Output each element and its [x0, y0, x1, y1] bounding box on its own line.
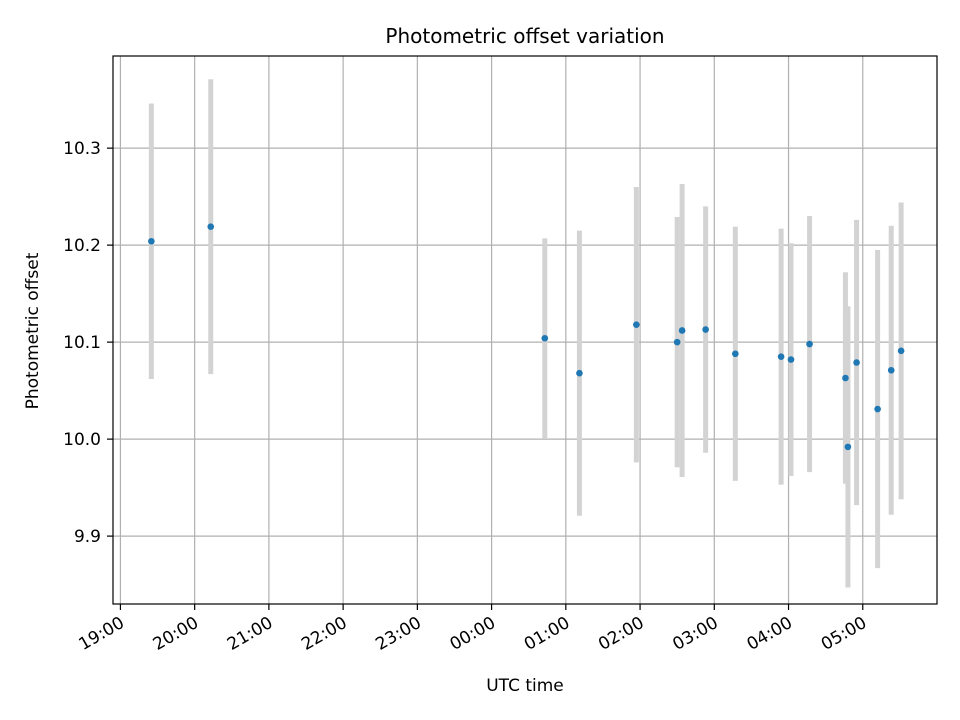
x-tick-label: 21:00	[224, 613, 276, 655]
data-point	[897, 347, 905, 355]
data-point	[702, 326, 709, 333]
data-point	[207, 223, 215, 231]
x-tick-label: 00:00	[447, 613, 499, 655]
y-axis-label: Photometric offset	[23, 252, 43, 409]
y-tick-label: 10.0	[63, 430, 101, 450]
x-axis: 19:00 20:00 21:00 22:00 23:00 00:00 01:00 02:00…	[75, 604, 870, 655]
x-tick-label: 01:00	[521, 613, 573, 655]
x-tick-label: 22:00	[298, 613, 350, 655]
data-point	[853, 359, 860, 366]
x-tick-label: 05:00	[818, 613, 870, 655]
plot-frame	[112, 55, 938, 605]
data-point	[678, 327, 686, 334]
x-tick-label: 02:00	[595, 613, 647, 655]
data-point	[633, 321, 640, 328]
x-tick-label: 03:00	[669, 613, 721, 655]
x-tick-label: 20:00	[150, 613, 202, 655]
chart-title: Photometric offset variation	[385, 24, 664, 48]
grid	[113, 56, 937, 604]
x-axis-label: UTC time	[486, 676, 564, 696]
y-tick-label: 9.9	[74, 527, 101, 547]
data-point	[874, 405, 881, 413]
x-tick-label: 23:00	[372, 613, 424, 655]
data-point	[787, 356, 795, 363]
y-tick-label: 10.2	[63, 236, 101, 256]
data-point	[777, 353, 785, 360]
data-point	[842, 374, 849, 382]
data-point	[541, 334, 549, 342]
plot-area	[113, 56, 937, 604]
data-points	[148, 223, 905, 451]
data-point	[806, 340, 813, 348]
y-tick-label: 10.3	[63, 139, 101, 159]
data-point	[887, 366, 895, 374]
data-point	[148, 237, 155, 245]
x-tick-label: 19:00	[75, 613, 127, 655]
data-point	[673, 338, 681, 346]
x-tick-label: 04:00	[744, 613, 796, 655]
data-point	[844, 443, 852, 451]
y-tick-label: 10.1	[63, 333, 101, 353]
data-point	[732, 350, 739, 358]
y-axis: 9.9 10.0 10.1 10.2 10.3	[63, 139, 113, 547]
data-point	[576, 369, 583, 377]
